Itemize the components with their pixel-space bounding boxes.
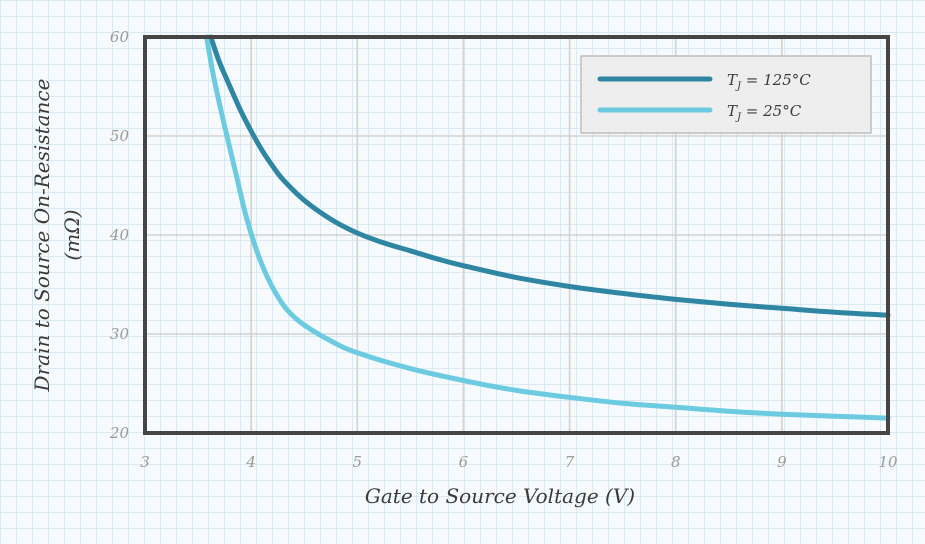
x-tick-label: 8 <box>671 453 681 471</box>
legend: TJ = 125°C TJ = 25°C <box>580 55 872 134</box>
legend-label-125c: TJ = 125°C <box>727 71 811 92</box>
series-line-25c <box>204 34 891 421</box>
x-tick-label: 6 <box>459 453 469 471</box>
x-tick-label: 3 <box>140 453 150 471</box>
y-axis-title-line1: Drain to Source On-Resistance <box>30 79 54 393</box>
y-tick-label: 30 <box>110 325 130 343</box>
x-tick-label: 9 <box>777 453 787 471</box>
legend-box <box>580 55 872 134</box>
plot-frame <box>143 35 890 435</box>
x-tick-label: 7 <box>565 453 575 471</box>
x-tick-label: 4 <box>245 453 256 471</box>
series-line-125c <box>208 34 891 318</box>
x-tick-label: 10 <box>878 453 898 471</box>
y-tick-label: 50 <box>110 127 130 145</box>
legend-label-25c: TJ = 25°C <box>727 102 802 123</box>
x-axis-title: Gate to Source Voltage (V) <box>365 484 635 508</box>
y-tick-label: 40 <box>109 226 130 244</box>
y-axis-title-line2: (mΩ) <box>60 209 84 260</box>
series-lines <box>204 34 891 421</box>
y-tick-labels: 20 30 40 50 60 <box>109 28 130 442</box>
y-tick-label: 20 <box>109 424 130 442</box>
y-tick-label: 60 <box>110 28 130 46</box>
x-tick-label: 5 <box>353 453 363 471</box>
x-tick-labels: 3 4 5 6 7 8 9 10 <box>140 453 898 471</box>
